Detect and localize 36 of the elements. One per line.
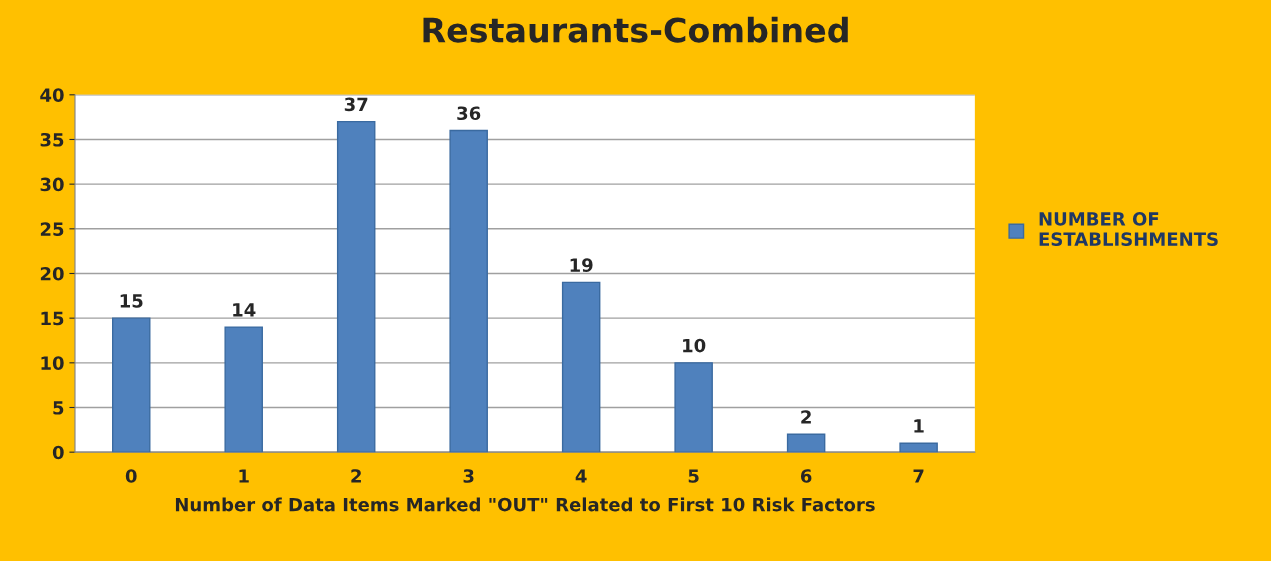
x-tick-label: 2 (351, 469, 361, 483)
data-label: 19 (570, 258, 593, 272)
x-tick-label: 4 (575, 469, 587, 483)
x-axis-title: Number of Data Items Marked "OUT" Related to First 10 Risk Factors (175, 497, 875, 512)
x-tick-label: 5 (688, 469, 699, 483)
x-tick-label: 6 (800, 469, 812, 483)
bar (674, 362, 713, 453)
bar (449, 129, 488, 453)
y-tick-label: 40 (40, 88, 64, 102)
y-tick-label: 25 (40, 222, 64, 236)
y-tick-label: 30 (40, 177, 64, 192)
y-tick-label: 20 (40, 266, 64, 281)
data-label: 36 (457, 106, 481, 121)
x-tick-label: 7 (913, 469, 924, 483)
bar (224, 326, 263, 453)
y-tick-label: 35 (40, 132, 64, 147)
data-label: 1 (914, 419, 924, 433)
legend-label: NUMBER OF ESTABLISHMENTS (1039, 212, 1218, 246)
x-tick-label: 1 (239, 469, 249, 483)
bar (786, 433, 826, 453)
bar (561, 281, 601, 453)
x-tick-label: 3 (463, 469, 474, 483)
chart-title: Restaurants-Combined (423, 16, 848, 43)
y-tick-label: 15 (41, 311, 64, 326)
y-tick-label: 10 (41, 356, 64, 370)
data-label: 37 (344, 97, 368, 112)
data-label: 14 (233, 303, 256, 317)
data-label: 10 (683, 338, 706, 353)
x-tick-label: 0 (125, 469, 137, 483)
bar (111, 317, 151, 453)
bar (899, 442, 938, 453)
data-label: 2 (801, 410, 811, 424)
data-label: 15 (120, 294, 143, 308)
y-tick-label: 5 (53, 401, 64, 415)
bar (336, 120, 376, 453)
y-tick-label: 0 (52, 445, 64, 460)
